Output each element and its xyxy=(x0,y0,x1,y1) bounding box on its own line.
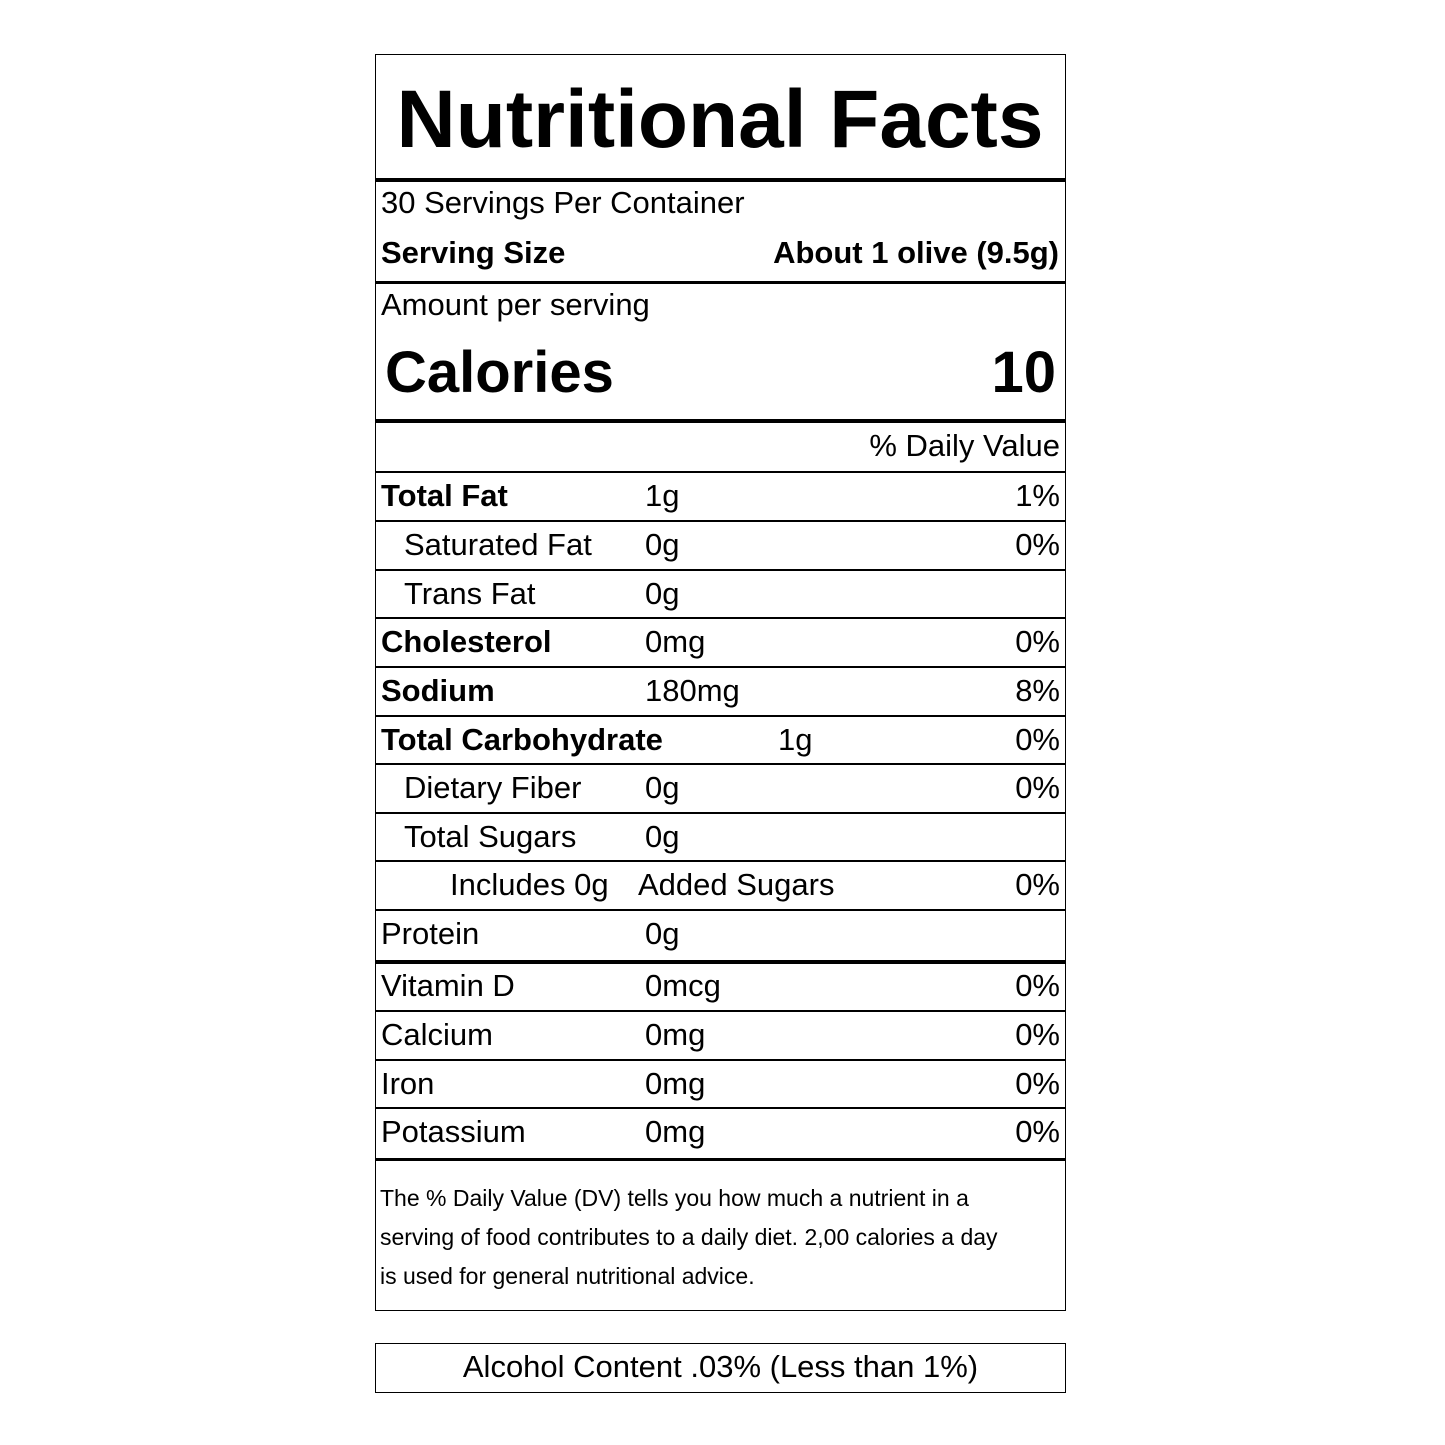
divider xyxy=(375,1059,1065,1061)
serving-size-value: About 1 olive (9.5g) xyxy=(773,235,1059,270)
divider xyxy=(375,715,1065,717)
label-box xyxy=(375,54,1066,1311)
nutrient-name: Cholesterol xyxy=(381,624,552,659)
divider xyxy=(375,281,1065,284)
nutrient-dv: 8% xyxy=(1015,673,1060,708)
divider xyxy=(375,520,1065,522)
divider xyxy=(375,419,1065,423)
nutrient-name: Trans Fat xyxy=(404,576,536,611)
divider xyxy=(375,178,1065,182)
nutrient-name: Protein xyxy=(381,916,480,951)
alcohol-box xyxy=(375,1343,1066,1393)
nutrient-amount: 0g xyxy=(645,819,680,854)
divider xyxy=(375,666,1065,668)
nutrient-amount: 0mg xyxy=(645,1114,706,1149)
nutrient-amount: 0mcg xyxy=(645,968,721,1003)
nutrient-dv: 0% xyxy=(1015,968,1060,1003)
nutrient-amount: 0g xyxy=(645,916,680,951)
nutrient-dv: 0% xyxy=(1015,1114,1060,1149)
nutrient-name: Total Fat xyxy=(381,478,508,513)
nutrient-name: Dietary Fiber xyxy=(404,770,582,805)
nutrient-amount: 1g xyxy=(778,722,813,757)
nutrient-dv: 0% xyxy=(1015,624,1060,659)
serving-size-label: Serving Size xyxy=(381,235,566,270)
nutrient-dv: 0% xyxy=(1015,1017,1060,1052)
nutrient-amount: 0g xyxy=(645,770,680,805)
divider xyxy=(375,812,1065,814)
nutrient-name: Calcium xyxy=(381,1017,493,1052)
title: Nutritional Facts xyxy=(396,74,1044,165)
calories-value: 10 xyxy=(991,340,1056,405)
nutrient-amount: 0g xyxy=(645,527,680,562)
nutrient-amount: 0mg xyxy=(645,1066,706,1101)
divider xyxy=(375,617,1065,619)
nutrient-dv: 0% xyxy=(1015,722,1060,757)
divider xyxy=(375,1107,1065,1109)
divider xyxy=(375,763,1065,765)
footnote-line: serving of food contributes to a daily d… xyxy=(380,1224,998,1250)
divider xyxy=(375,1158,1065,1161)
nutrient-name: Vitamin D xyxy=(381,968,515,1003)
nutrient-dv: 0% xyxy=(1015,527,1060,562)
nutrient-name: Saturated Fat xyxy=(404,527,592,562)
divider xyxy=(375,960,1065,964)
nutrient-amount: 0mg xyxy=(645,1017,706,1052)
nutrient-name: Total Sugars xyxy=(404,819,577,854)
nutrient-dv: 1% xyxy=(1015,478,1060,513)
footnote-line: is used for general nutritional advice. xyxy=(380,1263,755,1289)
divider xyxy=(375,909,1065,911)
daily-value-header: % Daily Value xyxy=(869,428,1060,463)
alcohol-content: Alcohol Content .03% (Less than 1%) xyxy=(462,1349,979,1384)
divider xyxy=(375,569,1065,571)
nutrient-dv: 0% xyxy=(1015,867,1060,902)
divider xyxy=(375,471,1065,473)
nutrient-name: Iron xyxy=(381,1066,435,1101)
nutrient-amount: 0g xyxy=(645,576,680,611)
nutrient-name: Potassium xyxy=(381,1114,526,1149)
servings: 30 Servings Per Container xyxy=(381,185,745,220)
footnote-line: The % Daily Value (DV) tells you how muc… xyxy=(380,1185,969,1211)
nutrient-amount: Added Sugars xyxy=(638,867,835,902)
nutrient-dv: 0% xyxy=(1015,1066,1060,1101)
calories-label: Calories xyxy=(385,340,614,405)
nutrient-dv: 0% xyxy=(1015,770,1060,805)
nutrient-amount: 0mg xyxy=(645,624,706,659)
nutrient-amount: 180mg xyxy=(645,673,740,708)
nutrient-amount: 1g xyxy=(645,478,680,513)
nutrient-name: Includes 0g xyxy=(450,867,609,902)
nutrient-name: Total Carbohydrate xyxy=(381,722,663,757)
nutrient-name: Sodium xyxy=(381,673,495,708)
divider xyxy=(375,860,1065,862)
divider xyxy=(375,1010,1065,1012)
amount-per-serving: Amount per serving xyxy=(381,287,650,322)
